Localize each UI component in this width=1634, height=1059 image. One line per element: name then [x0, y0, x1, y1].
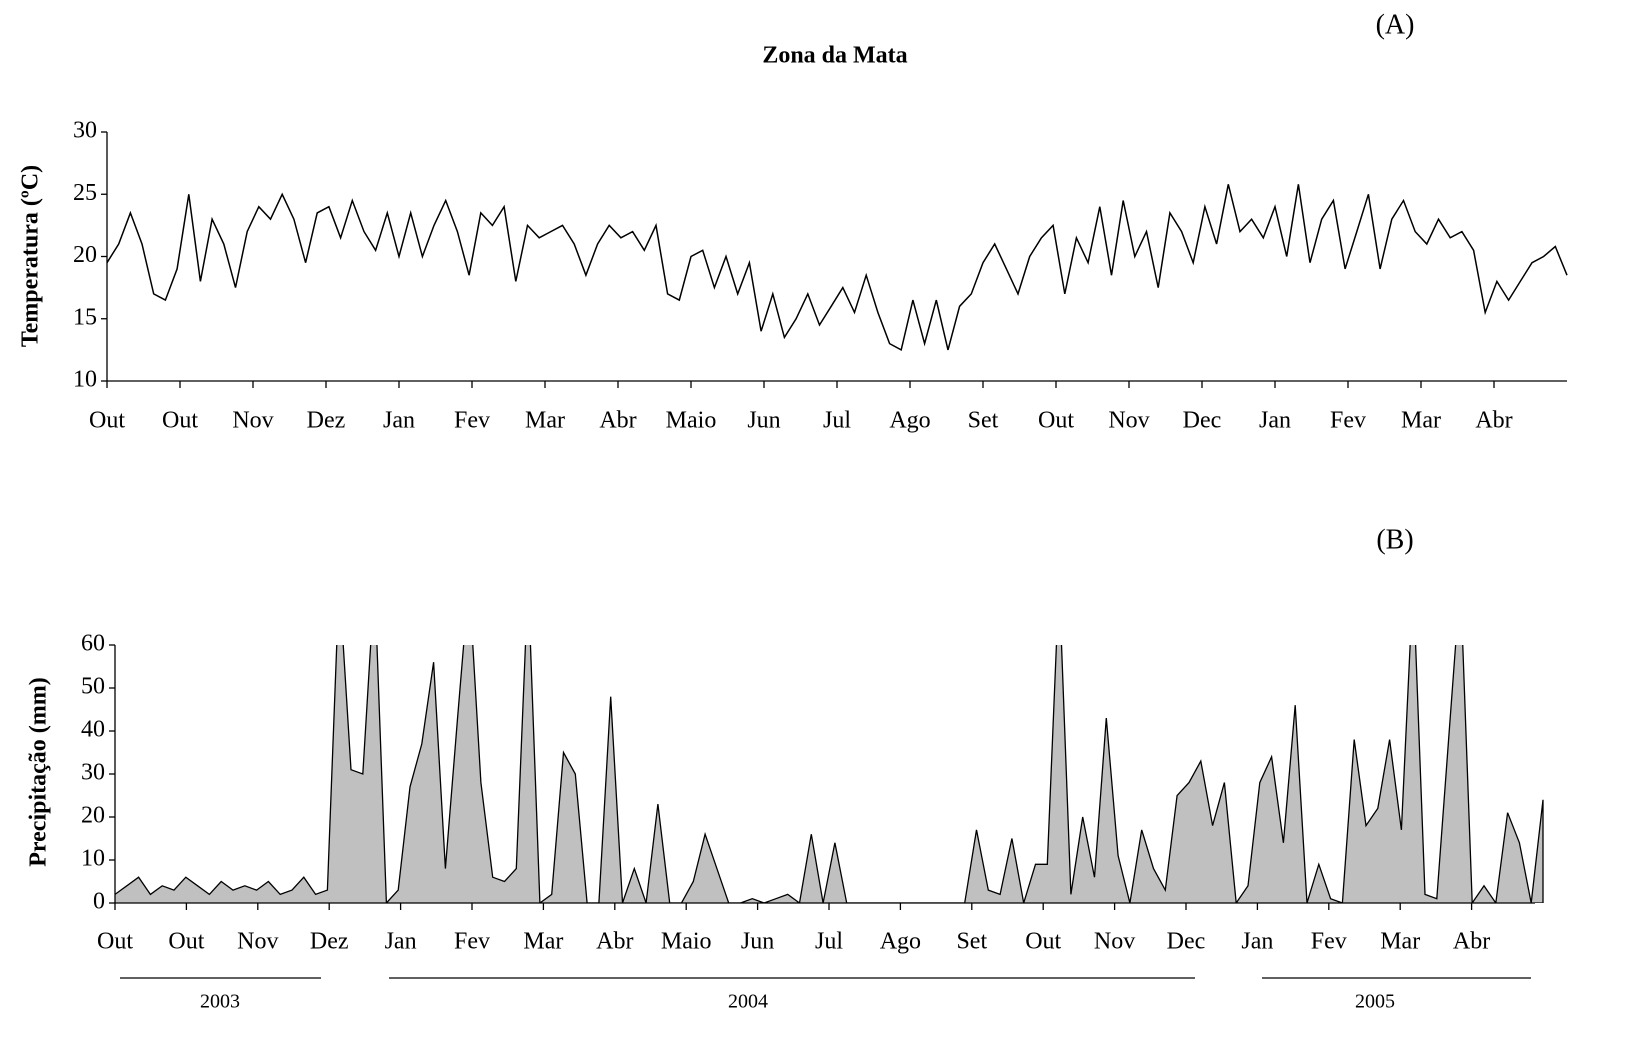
- x-tick-label: Nov: [232, 408, 273, 434]
- y-tick-label: 15: [73, 304, 97, 330]
- y-tick-label: 20: [73, 242, 97, 268]
- x-tick-label: Abr: [599, 408, 636, 434]
- x-tick-label: Mar: [1401, 408, 1441, 434]
- x-tick-label: Jun: [741, 929, 774, 955]
- year-label: 2004: [728, 991, 768, 1013]
- x-tick-label: Set: [968, 408, 999, 434]
- x-tick-label: Nov: [237, 929, 278, 955]
- x-tick-label: Dez: [307, 408, 346, 434]
- area: [115, 645, 1544, 903]
- x-tick-label: Mar: [525, 408, 565, 434]
- x-tick-label: Nov: [1108, 408, 1149, 434]
- x-tick-label: Out: [97, 929, 133, 955]
- x-tick-label: Abr: [1453, 929, 1490, 955]
- y-axis-label: Temperatura (ºC): [18, 165, 44, 347]
- x-tick-label: Dez: [310, 929, 349, 955]
- y-tick-label: 50: [81, 674, 105, 700]
- x-tick-label: Jan: [1241, 929, 1273, 955]
- x-tick-label: Set: [956, 929, 987, 955]
- x-tick-label: Out: [1025, 929, 1061, 955]
- y-tick-label: 20: [81, 803, 105, 829]
- x-tick-label: Mar: [523, 929, 563, 955]
- y-tick-label: 0: [93, 889, 105, 915]
- line: [106, 184, 1568, 352]
- x-tick-label: Ago: [880, 929, 921, 955]
- x-tick-label: Fev: [454, 929, 490, 955]
- x-tick-label: Mar: [1380, 929, 1420, 955]
- x-tick-label: Abr: [1475, 408, 1512, 434]
- x-tick-label: Dec: [1183, 408, 1222, 434]
- y-tick-label: 25: [73, 180, 97, 206]
- year-label: 2003: [200, 991, 240, 1013]
- x-tick-label: Abr: [596, 929, 633, 955]
- x-tick-label: Jun: [747, 408, 780, 434]
- x-tick-label: Out: [168, 929, 204, 955]
- x-tick-label: Fev: [1330, 408, 1366, 434]
- panel-label: (B): [1376, 524, 1413, 555]
- panel-label: (A): [1376, 9, 1415, 40]
- x-tick-label: Jul: [823, 408, 851, 434]
- x-tick-label: Fev: [454, 408, 490, 434]
- x-tick-label: Jan: [383, 408, 415, 434]
- chart-title: Zona da Mata: [762, 43, 907, 69]
- y-tick-label: 30: [73, 118, 97, 144]
- x-tick-label: Jul: [815, 929, 843, 955]
- x-tick-label: Maio: [666, 408, 717, 434]
- x-tick-label: Dec: [1167, 929, 1206, 955]
- y-tick-label: 10: [73, 367, 97, 393]
- x-tick-label: Nov: [1094, 929, 1135, 955]
- x-tick-label: Ago: [889, 408, 930, 434]
- y-tick-label: 10: [81, 846, 105, 872]
- y-tick-label: 40: [81, 717, 105, 743]
- x-tick-label: Maio: [661, 929, 712, 955]
- y-tick-label: 30: [81, 760, 105, 786]
- x-tick-label: Fev: [1311, 929, 1347, 955]
- y-tick-label: 60: [81, 631, 105, 657]
- x-tick-label: Out: [162, 408, 198, 434]
- y-axis-label: Precipitação (mm): [26, 677, 52, 866]
- x-tick-label: Out: [1038, 408, 1074, 434]
- x-tick-label: Jan: [1259, 408, 1291, 434]
- x-tick-label: Jan: [385, 929, 417, 955]
- x-tick-label: Out: [89, 408, 125, 434]
- year-label: 2005: [1355, 991, 1395, 1013]
